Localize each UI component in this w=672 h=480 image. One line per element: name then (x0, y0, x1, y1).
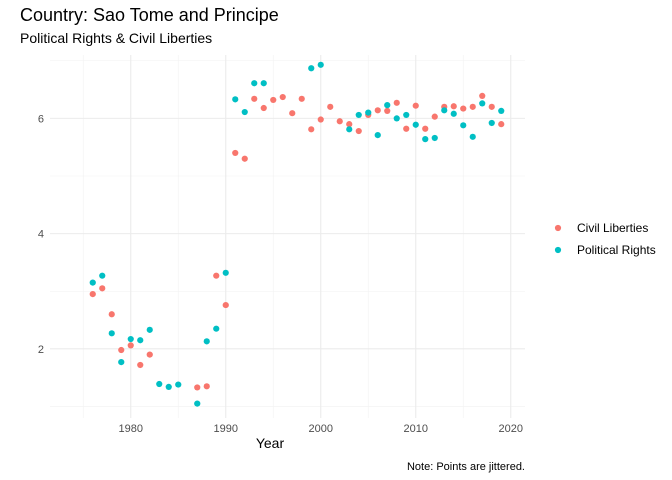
civil-liberties-point (127, 342, 134, 349)
chart-subtitle: Political Rights & Civil Liberties (20, 30, 212, 46)
x-tick-label: 1990 (214, 423, 238, 435)
political-rights-point (384, 102, 391, 109)
political-rights-point (137, 337, 144, 344)
civil-liberties-point (89, 291, 96, 298)
civil-liberties-point (194, 384, 201, 391)
political-rights-point (431, 134, 438, 142)
x-tick-label: 1980 (119, 423, 143, 435)
chart-title: Country: Sao Tome and Principe (20, 5, 279, 25)
civil-liberties-point (118, 346, 125, 354)
civil-liberties-point (146, 351, 153, 358)
political-rights-point (308, 65, 315, 72)
civil-liberties-point (222, 301, 229, 309)
political-rights-point (317, 61, 324, 68)
chart-caption: Note: Points are jittered. (407, 461, 525, 473)
civil-liberties-point (308, 126, 315, 133)
x-axis-ticks: 1980 1990 2000 2010 2020 (119, 423, 523, 435)
x-tick-label: 2020 (499, 423, 523, 435)
political-rights-point (89, 279, 96, 286)
political-rights-point (108, 330, 115, 337)
political-rights-point (232, 96, 239, 103)
y-tick-label: 6 (38, 113, 44, 125)
x-tick-label: 2010 (404, 423, 428, 435)
civil-liberties-point (270, 96, 277, 104)
civil-liberties-point (355, 127, 362, 135)
civil-liberties-point (232, 149, 239, 157)
civil-liberties-point (203, 383, 210, 390)
legend-label-political-rights: Political Rights (577, 243, 656, 257)
civil-liberties-point (450, 103, 457, 110)
political-rights-point (365, 109, 372, 116)
political-rights-point (127, 335, 134, 343)
civil-liberties-point (469, 103, 476, 110)
civil-liberties-point (108, 311, 115, 318)
political-rights-point (498, 107, 505, 114)
civil-liberties-point (431, 113, 438, 120)
civil-liberties-point (137, 361, 144, 369)
political-rights-point (355, 111, 362, 119)
political-rights-point (222, 269, 229, 276)
legend-key-political-rights (554, 246, 562, 254)
civil-liberties-point (412, 102, 419, 109)
civil-liberties-point (298, 95, 305, 102)
political-rights-point (165, 383, 172, 390)
political-rights-point (346, 126, 353, 133)
political-rights-point (479, 100, 486, 107)
y-tick-label: 4 (38, 229, 44, 241)
political-rights-point (241, 108, 248, 116)
political-rights-point (374, 131, 381, 139)
political-rights-point (422, 136, 429, 143)
political-rights-point (403, 111, 410, 119)
civil-liberties-point (289, 110, 296, 117)
x-axis-title: Year (256, 435, 285, 451)
civil-liberties-point (422, 125, 429, 132)
political-rights-point (118, 359, 125, 366)
political-rights-point (156, 380, 163, 388)
civil-liberties-point (498, 121, 505, 128)
legend: Civil Liberties Political Rights (554, 221, 656, 257)
y-axis-ticks: 2 4 6 (38, 113, 44, 355)
political-rights-point (251, 80, 258, 87)
civil-liberties-point (260, 104, 267, 112)
political-rights-point (203, 338, 210, 345)
political-rights-point (213, 325, 220, 332)
civil-liberties-point (384, 107, 391, 114)
civil-liberties-point (403, 125, 410, 132)
civil-liberties-point (99, 285, 106, 292)
political-rights-point (99, 272, 106, 279)
major-gridlines (50, 55, 525, 418)
civil-liberties-point (241, 155, 248, 162)
y-tick-label: 2 (38, 344, 44, 356)
civil-liberties-point (279, 93, 286, 101)
political-rights-point (175, 381, 182, 388)
political-rights-point (450, 110, 457, 117)
political-rights-point (488, 119, 495, 127)
civil-liberties-point (374, 107, 381, 114)
political-rights-point (412, 121, 419, 128)
civil-liberties-point (336, 118, 343, 125)
legend-label-civil-liberties: Civil Liberties (577, 221, 648, 235)
civil-liberties-point (213, 272, 220, 279)
x-tick-label: 2000 (309, 423, 333, 435)
civil-liberties-point (327, 103, 334, 110)
political-rights-point (146, 326, 153, 333)
political-rights-point (260, 80, 267, 87)
political-rights-point (194, 400, 201, 407)
legend-key-civil-liberties (554, 224, 562, 232)
civil-liberties-point (479, 92, 486, 100)
civil-liberties-point (317, 116, 324, 123)
civil-liberties-point (393, 99, 400, 106)
civil-liberties-point (460, 105, 467, 112)
political-rights-point (469, 133, 476, 140)
political-rights-point (441, 107, 448, 114)
civil-liberties-point (488, 103, 495, 110)
data-points (89, 61, 505, 407)
civil-liberties-point (346, 121, 353, 128)
political-rights-point (393, 115, 400, 122)
civil-liberties-point (251, 95, 258, 102)
political-rights-point (460, 122, 467, 129)
